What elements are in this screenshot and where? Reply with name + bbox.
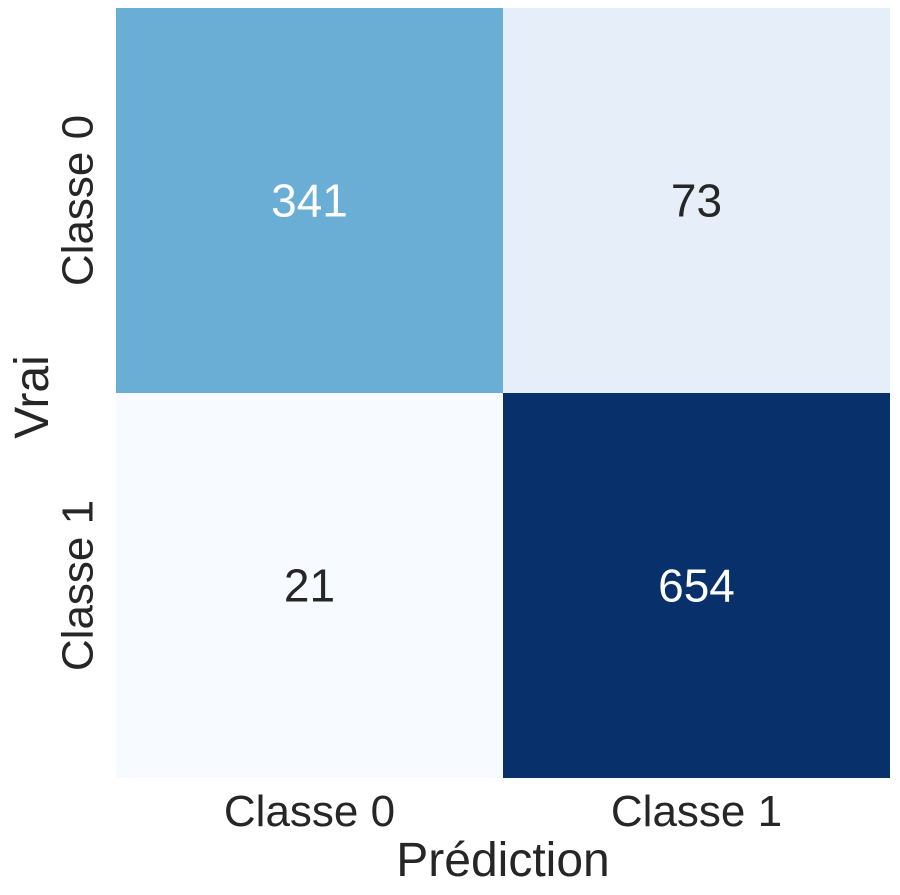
heatmap-cells <box>116 8 890 778</box>
cell-annotations: 341 73 21 654 <box>271 175 735 612</box>
heatmap-cell-r0-c1 <box>503 8 890 393</box>
cell-value-r0-c0: 341 <box>271 175 348 227</box>
cell-value-r1-c1: 654 <box>658 560 735 612</box>
x-tick-labels: Classe 0 Classe 1 <box>224 787 782 836</box>
heatmap-cell-r0-c0 <box>116 8 503 393</box>
cell-value-r0-c1: 73 <box>671 175 722 227</box>
y-tick-label-0: Classe 0 <box>54 115 103 286</box>
y-tick-label-1: Classe 1 <box>54 500 103 671</box>
heatmap-cell-r1-c1 <box>503 393 890 778</box>
x-axis-label: Prédiction <box>396 834 609 887</box>
x-tick-label-1: Classe 1 <box>611 787 782 836</box>
cell-value-r1-c0: 21 <box>284 560 335 612</box>
heatmap-cell-r1-c0 <box>116 393 503 778</box>
x-tick-label-0: Classe 0 <box>224 787 395 836</box>
y-axis-label: Vrai <box>6 355 59 439</box>
y-tick-labels: Classe 0 Classe 1 <box>54 115 103 671</box>
